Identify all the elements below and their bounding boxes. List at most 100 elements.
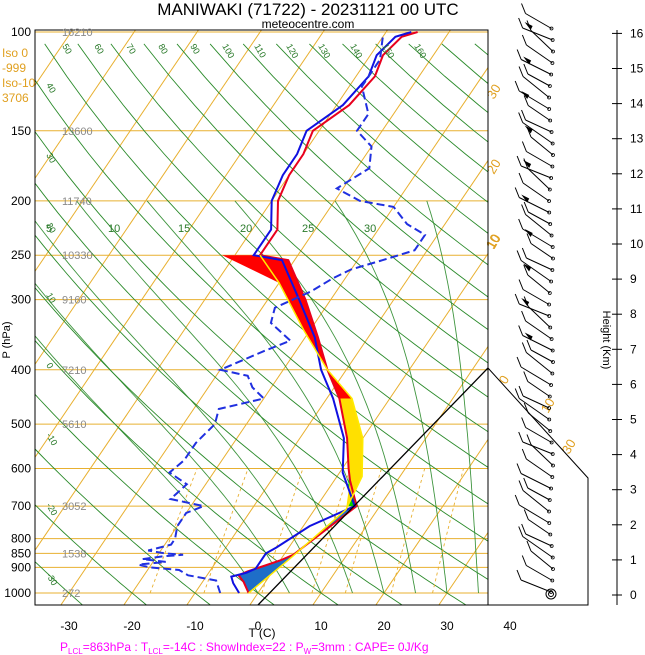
wind-barb-flag: [524, 125, 533, 134]
isotherm-line: [35, 30, 200, 273]
dry-adiabat-label: 140: [348, 42, 364, 60]
pressure-tick-label: 100: [11, 25, 31, 39]
wind-barb-staff: [520, 579, 552, 593]
wind-barb-base: [548, 222, 553, 226]
wind-barb-base: [548, 118, 553, 123]
mixing-ratio-line: [203, 468, 249, 594]
height-tick-label: 1: [630, 553, 637, 567]
wind-barb-feather: [523, 509, 529, 520]
wind-barb-feather: [514, 388, 520, 399]
temperature-tick-label: 30: [440, 619, 454, 633]
wind-barb-staff: [530, 349, 554, 363]
height-tick-label: 10: [630, 237, 644, 251]
isotherm-line: [35, 30, 389, 552]
wind-barb-feather: [523, 201, 529, 213]
wind-barb-flag: [524, 22, 533, 30]
wind-barb-staff: [527, 168, 551, 190]
wind-barb-staff: [526, 565, 553, 581]
profile-lines: [138, 31, 488, 605]
wind-barb-base: [551, 256, 555, 261]
moist-adiabat-line: [234, 200, 416, 594]
dry-adiabat-line: [44, 43, 488, 468]
wind-barb-base: [547, 84, 552, 88]
dry-adiabat-label-left: -20: [44, 501, 59, 517]
wind-barb-feather: [526, 233, 532, 244]
height-axis-label: Height (Km): [600, 311, 612, 370]
dry-adiabat-line: [35, 504, 147, 605]
isotherm-line: [438, 531, 488, 605]
height-tick-label: 12: [630, 167, 644, 181]
height-tick-label: 13: [630, 132, 644, 146]
wind-barb-base: [548, 532, 553, 537]
dry-adiabat-label-left: 10: [44, 291, 58, 305]
wind-barb-feather: [518, 279, 524, 290]
wind-barb-staff: [522, 76, 550, 98]
temperature-tick-label: -10: [186, 619, 204, 633]
isotherm-line: [35, 30, 326, 459]
height-tick-label: 14: [630, 97, 644, 111]
pressure-tick-label: 900: [11, 560, 31, 574]
wind-barb-feather: [521, 555, 527, 566]
geopotential-label: 5610: [62, 419, 86, 431]
dry-adiabat-label: 80: [156, 42, 170, 56]
wind-barb-flag: [523, 56, 532, 65]
footer-indices: PLCL=863hPa : TLCL=-14C : ShowIndex=22 :…: [60, 640, 429, 655]
geopotential-label: 11740: [62, 196, 92, 208]
footer-lcl-sub2: LCL: [148, 647, 163, 655]
wind-barb-staff: [520, 260, 552, 282]
wind-barb-staff: [520, 59, 552, 75]
wind-barb-staff: [526, 352, 553, 374]
wind-barb-staff: [526, 257, 553, 271]
wind-barb-base: [549, 130, 554, 134]
dry-adiabat-line: [143, 43, 488, 364]
wind-barb-base: [547, 521, 552, 525]
isotherm-line: [249, 252, 488, 605]
pressure-tick-label: 300: [11, 293, 31, 307]
wind-barb-staff: [522, 490, 550, 512]
footer-show: =-14C : ShowIndex=22 : P: [163, 640, 304, 654]
wind-barb-base: [550, 268, 555, 272]
dry-adiabat-label-left: 20: [44, 221, 58, 235]
wind-barb-feather: [521, 109, 527, 121]
dry-adiabat-line: [35, 234, 467, 605]
pressure-tick-label: 800: [11, 532, 31, 546]
wind-barb-base: [549, 176, 554, 180]
height-tick-label: 15: [630, 62, 644, 76]
dry-adiabat-line: [35, 339, 339, 605]
wind-barb-base: [550, 348, 555, 353]
wind-barb-feather: [518, 172, 524, 184]
wind-barb-base: [547, 199, 551, 203]
wind-barb-base: [550, 371, 555, 376]
wind-barb-base: [550, 38, 555, 42]
wind-barb-base: [547, 302, 551, 307]
wind-barb-base: [550, 555, 555, 560]
wind-barb-feather: [514, 494, 520, 506]
wind-barb-base: [547, 394, 552, 399]
moist-adiabat-line: [76, 200, 353, 594]
wind-barb-staff: [518, 197, 550, 213]
cape-area-red: [260, 255, 352, 399]
mixing-ratio-line: [311, 468, 351, 594]
wind-barb-staff: [522, 441, 553, 455]
wind-barb-feather: [521, 141, 527, 152]
height-tick-label: 16: [630, 26, 644, 40]
wind-barb-flag: [523, 160, 532, 168]
wind-barb-feather: [521, 342, 527, 353]
dry-adiabat-label: 70: [124, 42, 138, 56]
wind-barb-staff: [520, 473, 552, 489]
wind-barb-feather: [518, 385, 524, 397]
dry-adiabat-line: [35, 561, 83, 605]
wind-barb-feather: [516, 250, 522, 261]
wind-barb-flag: [521, 91, 530, 99]
height-tick-label: 9: [630, 272, 637, 286]
isotherm-line: [35, 30, 263, 366]
cape-area-red-top: [222, 255, 280, 283]
wind-barb-base: [547, 95, 551, 100]
dry-adiabat-label-left: -30: [44, 571, 59, 587]
left-info-3: 3706: [2, 91, 29, 105]
wind-barb-staff: [527, 487, 550, 501]
wind-barb-feather: [521, 204, 527, 215]
wind-barb-staff: [522, 122, 553, 144]
footer-tlcl: =863hPa : T: [83, 640, 149, 654]
wind-barb-base: [547, 498, 552, 502]
